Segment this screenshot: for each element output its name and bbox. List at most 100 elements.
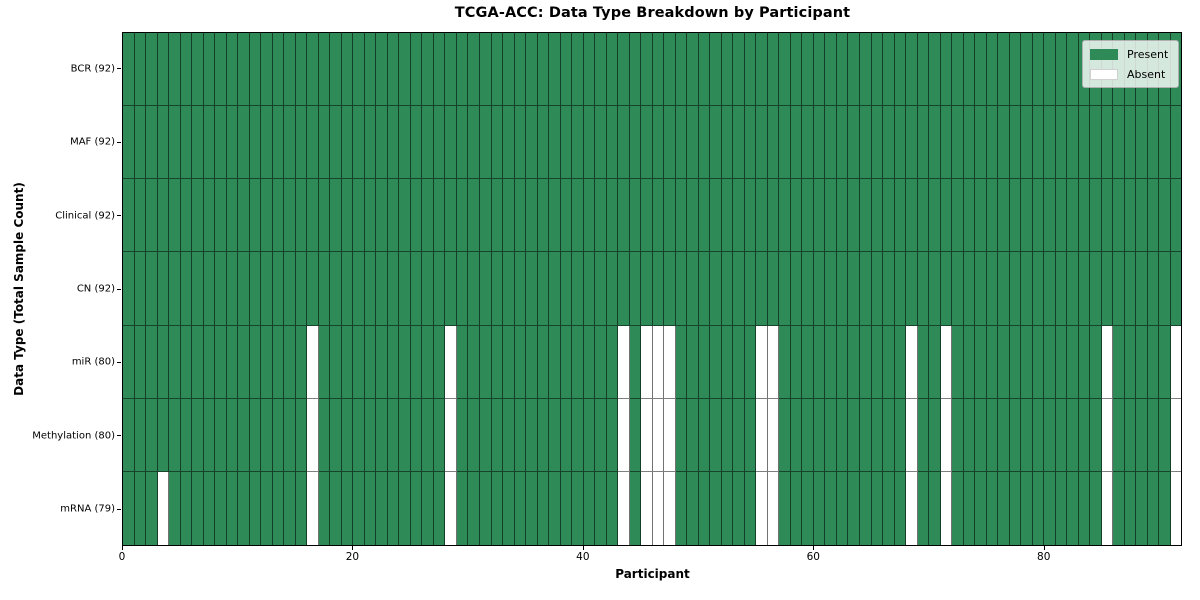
heatmap-cell [906,33,918,107]
heatmap-cell [975,33,987,107]
heatmap-cell [606,33,619,107]
heatmap-cell [721,325,734,399]
heatmap-cell [1067,179,1079,253]
heatmap-cell [906,179,918,253]
legend-item: Absent [1090,66,1171,82]
heatmap-cell [940,325,953,399]
heatmap-cell [1136,471,1148,545]
heatmap-cell [123,179,135,253]
heatmap-cell [399,33,411,107]
heatmap-cell [618,471,630,545]
heatmap-cell [468,471,480,545]
heatmap-cell [894,252,907,326]
heatmap-cell [180,398,193,472]
heatmap-cell [825,252,837,326]
heatmap-row [123,252,1182,326]
heatmap-cell [825,33,837,107]
heatmap-cell [813,471,826,545]
heatmap-cell [1021,33,1033,107]
heatmap-cell [952,398,964,472]
heatmap-cell [986,33,999,107]
heatmap-cell [341,106,354,180]
heatmap-cell [526,325,538,399]
heatmap-cell [721,33,734,107]
heatmap-cell [652,33,665,107]
heatmap-cell [238,252,250,326]
heatmap-cell [549,106,561,180]
heatmap-cell [583,106,596,180]
heatmap-cell [549,179,561,253]
y-tick-label: miR (80) [71,356,115,368]
heatmap-cell [272,33,285,107]
x-tick-label: 60 [806,551,820,563]
heatmap-cell [652,325,665,399]
heatmap-cell [387,471,400,545]
heatmap-cell [491,106,504,180]
heatmap-cell [330,179,342,253]
heatmap-cell [468,106,480,180]
heatmap-cell [456,252,469,326]
heatmap-cell [848,252,860,326]
heatmap-cell [192,325,204,399]
heatmap-cell [756,252,768,326]
heatmap-cell [975,179,987,253]
heatmap-cell [1124,252,1137,326]
heatmap-row [123,325,1182,399]
heatmap-cell [641,471,653,545]
heatmap-cell [433,179,446,253]
heatmap-cell [1090,179,1102,253]
heatmap-cell [986,471,999,545]
heatmap-cell [675,471,688,545]
heatmap-cell [813,398,826,472]
heatmap-cell [261,325,273,399]
heatmap-cell [733,398,745,472]
heatmap-row [123,471,1182,545]
heatmap-cell [790,471,803,545]
heatmap-cell [503,252,515,326]
heatmap-cell [215,252,227,326]
heatmap-cell [860,398,872,472]
heatmap-cell [433,106,446,180]
heatmap-cell [618,325,630,399]
heatmap-cell [618,33,630,107]
heatmap-cell [560,179,573,253]
heatmap-cell [215,179,227,253]
heatmap-cell [917,179,930,253]
heatmap-cell [836,252,849,326]
heatmap-cell [687,179,699,253]
heatmap-cell [192,179,204,253]
heatmap-cell [134,33,147,107]
heatmap-cell [1090,252,1102,326]
heatmap-cell [1090,325,1102,399]
heatmap-cell [456,398,469,472]
legend: Present Absent [1082,40,1179,88]
heatmap-cell [468,252,480,326]
heatmap-cell [618,179,630,253]
heatmap-cell [549,398,561,472]
heatmap-cell [330,33,342,107]
heatmap-cell [1078,179,1091,253]
heatmap-cell [894,398,907,472]
heatmap-cell [215,325,227,399]
heatmap-cell [779,179,791,253]
heatmap-cell [479,179,492,253]
heatmap-cell [595,252,607,326]
heatmap-cell [330,252,342,326]
heatmap-cell [744,252,757,326]
heatmap-cell [157,106,170,180]
heatmap-cell [307,106,319,180]
heatmap-cell [1055,325,1068,399]
heatmap-cell [1078,252,1091,326]
heatmap-cell [572,252,584,326]
heatmap-cell [1090,398,1102,472]
heatmap-cell [445,325,457,399]
heatmap-cell [652,252,665,326]
heatmap-cell [1067,325,1079,399]
heatmap-cell [433,325,446,399]
heatmap-cell [1124,106,1137,180]
heatmap-cell [123,252,135,326]
heatmap-cell [894,179,907,253]
heatmap-cell [664,325,676,399]
heatmap-cell [860,179,872,253]
heatmap-cell [871,33,884,107]
